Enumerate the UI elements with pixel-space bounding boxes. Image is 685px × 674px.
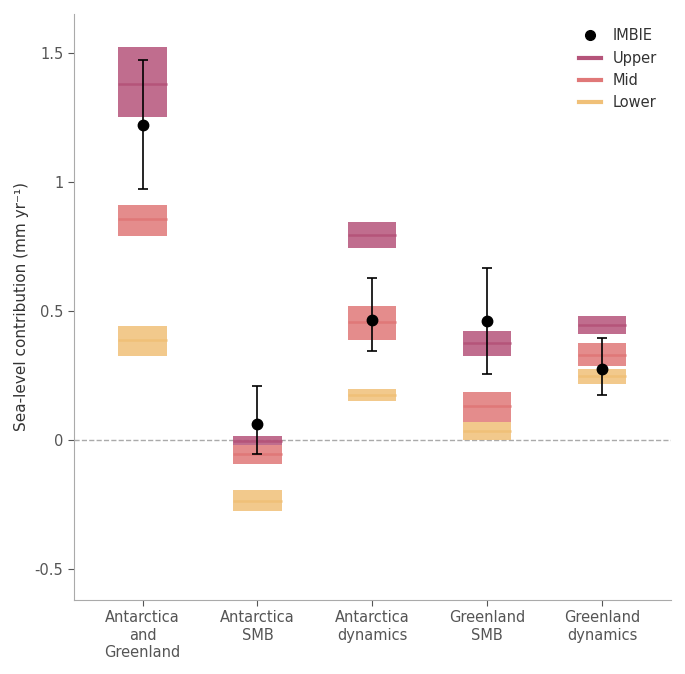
Bar <box>463 422 512 440</box>
Bar <box>463 392 512 422</box>
Bar <box>348 389 397 400</box>
Bar <box>119 326 166 356</box>
Bar <box>119 205 166 236</box>
Bar <box>578 369 626 384</box>
Bar <box>578 343 626 366</box>
Bar <box>234 490 282 511</box>
Y-axis label: Sea-level contribution (mm yr⁻¹): Sea-level contribution (mm yr⁻¹) <box>14 183 29 431</box>
Bar <box>234 445 282 464</box>
Bar <box>348 222 397 247</box>
Bar <box>234 436 282 445</box>
Bar <box>348 305 397 340</box>
Bar <box>578 316 626 334</box>
Bar <box>119 47 166 117</box>
Legend: IMBIE, Upper, Mid, Lower: IMBIE, Upper, Mid, Lower <box>571 21 664 118</box>
Bar <box>463 332 512 356</box>
